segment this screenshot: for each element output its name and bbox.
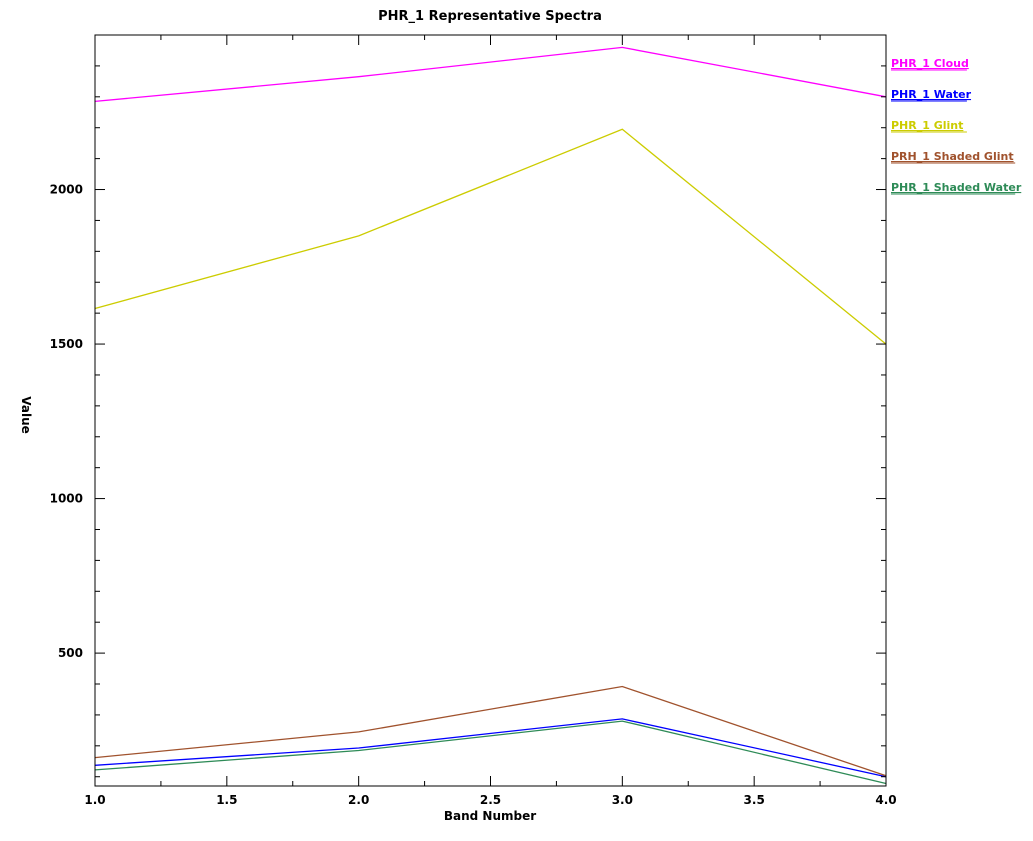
legend: PHR_1 Cloud PHR_1 Water PHR_1 Glint PRH_1 S… xyxy=(891,57,1022,194)
series-line-1 xyxy=(95,719,886,777)
series-line-4 xyxy=(95,721,886,783)
plot-area xyxy=(95,47,886,783)
legend-label: PHR_1 Shaded Water xyxy=(891,181,1022,194)
x-tick-label: 4.0 xyxy=(875,793,896,807)
x-tick-label: 2.0 xyxy=(348,793,369,807)
series-line-2 xyxy=(95,129,886,344)
x-axis-title: Band Number xyxy=(444,809,536,823)
y-tick-label: 500 xyxy=(58,646,83,660)
series-line-3 xyxy=(95,687,886,776)
x-tick-label: 3.5 xyxy=(744,793,765,807)
y-axis-title: Value xyxy=(19,396,33,434)
x-tick-label: 1.5 xyxy=(216,793,237,807)
legend-label: PHR_1 Glint xyxy=(891,119,963,132)
legend-label: PHR_1 Water xyxy=(891,88,972,101)
series-line-0 xyxy=(95,47,886,101)
x-tick-label: 3.0 xyxy=(612,793,633,807)
axis-ticks: 1.0 1.5 2.0 2.5 3.0 3.5 4.0 500 1000 1500 2000 xyxy=(50,35,897,807)
legend-label: PHR_1 Cloud xyxy=(891,57,969,70)
chart-title: PHR_1 Representative Spectra xyxy=(378,9,602,24)
y-tick-label: 1500 xyxy=(50,337,83,351)
legend-label: PRH_1 Shaded Glint xyxy=(891,150,1014,163)
plot-frame xyxy=(95,35,886,786)
y-tick-label: 1000 xyxy=(50,492,83,506)
x-tick-label: 2.5 xyxy=(480,793,501,807)
y-tick-label: 2000 xyxy=(50,183,83,197)
x-tick-label: 1.0 xyxy=(84,793,105,807)
